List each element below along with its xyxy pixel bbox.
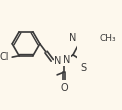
Text: CH₃: CH₃ [99,34,116,43]
Text: N: N [54,56,61,66]
Text: Cl: Cl [0,52,9,62]
Text: O: O [60,83,68,93]
Text: N: N [63,55,70,65]
Text: N: N [69,33,77,43]
Text: S: S [80,63,86,73]
